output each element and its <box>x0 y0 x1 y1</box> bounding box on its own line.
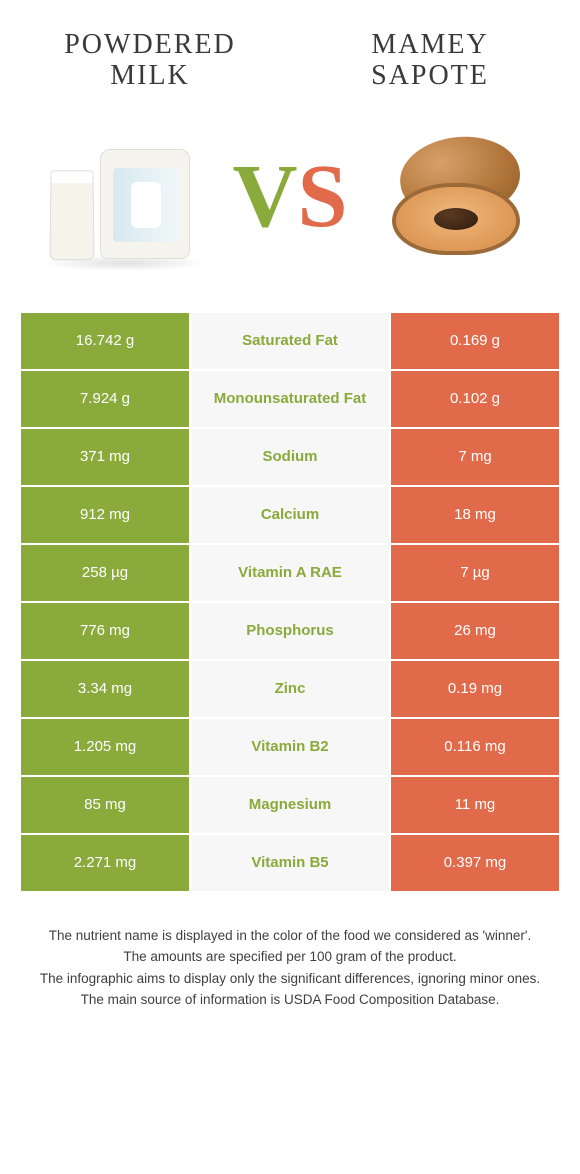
footnotes: The nutrient name is displayed in the co… <box>20 926 560 1010</box>
table-row: 3.34 mgZinc0.19 mg <box>20 660 560 718</box>
nutrient-label-cell: Vitamin B2 <box>190 718 390 776</box>
left-value-cell: 371 mg <box>20 428 190 486</box>
nutrient-label-cell: Vitamin A RAE <box>190 544 390 602</box>
right-value-cell: 0.397 mg <box>390 834 560 892</box>
left-value-cell: 912 mg <box>20 486 190 544</box>
right-value-cell: 7 mg <box>390 428 560 486</box>
right-value-cell: 0.102 g <box>390 370 560 428</box>
right-value-cell: 0.169 g <box>390 312 560 370</box>
nutrient-label-cell: Monounsaturated Fat <box>190 370 390 428</box>
header: POWDERED MILK MAMEY SAPOTE <box>0 0 580 102</box>
left-value-cell: 2.271 mg <box>20 834 190 892</box>
left-value-cell: 7.924 g <box>20 370 190 428</box>
table-row: 371 mgSodium7 mg <box>20 428 560 486</box>
table-row: 85 mgMagnesium11 mg <box>20 776 560 834</box>
right-food-title-line1: MAMEY <box>371 29 488 60</box>
table-row: 912 mgCalcium18 mg <box>20 486 560 544</box>
nutrition-table: 16.742 gSaturated Fat0.169 g7.924 gMonou… <box>20 312 560 892</box>
footnote-line: The amounts are specified per 100 gram o… <box>20 947 560 967</box>
footnote-line: The infographic aims to display only the… <box>20 969 560 989</box>
right-value-cell: 11 mg <box>390 776 560 834</box>
nutrient-label-cell: Phosphorus <box>190 602 390 660</box>
left-food-title: POWDERED MILK <box>50 30 250 92</box>
right-value-cell: 7 µg <box>390 544 560 602</box>
footnote-line: The nutrient name is displayed in the co… <box>20 926 560 946</box>
vs-s: S <box>297 147 347 246</box>
right-value-cell: 18 mg <box>390 486 560 544</box>
right-food-title: MAMEY SAPOTE <box>330 30 530 92</box>
table-row: 16.742 gSaturated Fat0.169 g <box>20 312 560 370</box>
vs-label: VS <box>232 152 347 242</box>
right-value-cell: 26 mg <box>390 602 560 660</box>
nutrient-label-cell: Sodium <box>190 428 390 486</box>
left-food-title-line1: POWDERED <box>64 29 236 60</box>
left-value-cell: 258 µg <box>20 544 190 602</box>
left-value-cell: 1.205 mg <box>20 718 190 776</box>
powdered-milk-image <box>40 117 210 277</box>
nutrient-label-cell: Vitamin B5 <box>190 834 390 892</box>
left-value-cell: 16.742 g <box>20 312 190 370</box>
right-food-title-line2: SAPOTE <box>371 60 489 91</box>
table-row: 2.271 mgVitamin B50.397 mg <box>20 834 560 892</box>
table-row: 1.205 mgVitamin B20.116 mg <box>20 718 560 776</box>
mamey-sapote-image <box>370 117 540 277</box>
left-value-cell: 85 mg <box>20 776 190 834</box>
left-value-cell: 3.34 mg <box>20 660 190 718</box>
footnote-line: The main source of information is USDA F… <box>20 990 560 1010</box>
nutrient-label-cell: Zinc <box>190 660 390 718</box>
table-row: 258 µgVitamin A RAE7 µg <box>20 544 560 602</box>
nutrient-label-cell: Saturated Fat <box>190 312 390 370</box>
table-row: 7.924 gMonounsaturated Fat0.102 g <box>20 370 560 428</box>
table-row: 776 mgPhosphorus26 mg <box>20 602 560 660</box>
vs-v: V <box>232 147 297 246</box>
nutrient-label-cell: Calcium <box>190 486 390 544</box>
left-food-title-line2: MILK <box>110 60 190 91</box>
right-value-cell: 0.116 mg <box>390 718 560 776</box>
nutrient-label-cell: Magnesium <box>190 776 390 834</box>
hero-row: VS <box>0 102 580 312</box>
left-value-cell: 776 mg <box>20 602 190 660</box>
right-value-cell: 0.19 mg <box>390 660 560 718</box>
